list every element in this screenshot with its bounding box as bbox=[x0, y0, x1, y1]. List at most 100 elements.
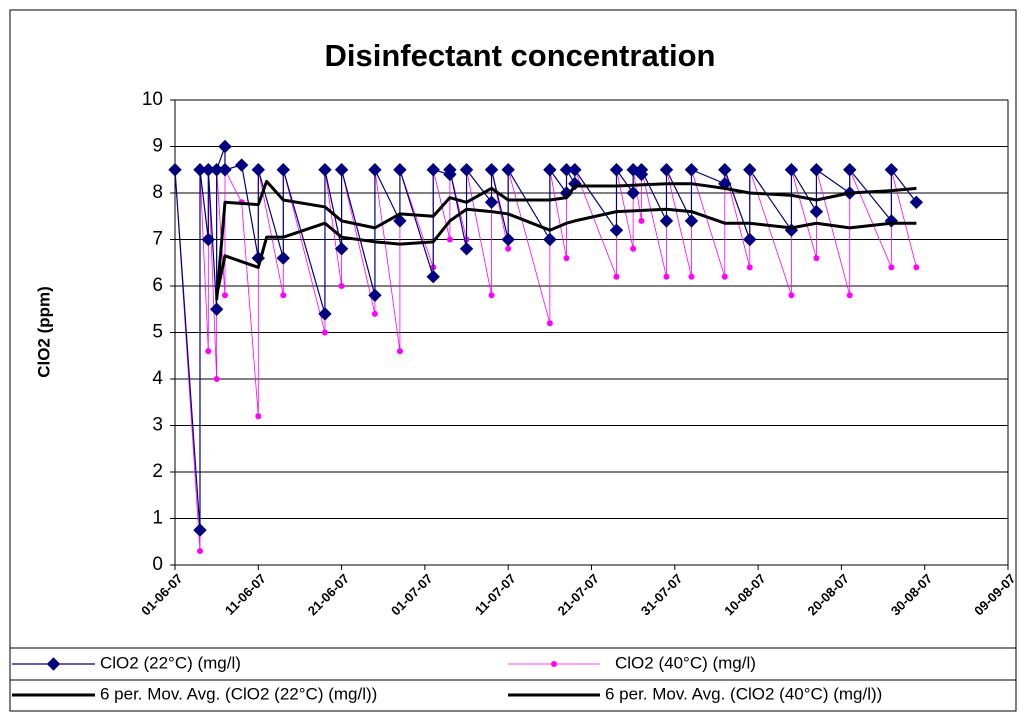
data-point bbox=[338, 283, 345, 289]
data-point bbox=[488, 292, 495, 299]
data-point bbox=[543, 163, 557, 177]
data-point bbox=[276, 251, 290, 265]
data-point bbox=[630, 245, 637, 252]
data-point bbox=[371, 310, 378, 317]
x-tick-label: 11-06-07 bbox=[222, 571, 269, 618]
data-point bbox=[255, 413, 262, 420]
data-point bbox=[784, 163, 799, 177]
y-tick-label: 8 bbox=[152, 182, 163, 203]
data-point bbox=[193, 523, 207, 537]
x-tick-label: 20-08-07 bbox=[805, 571, 852, 618]
y-tick-label: 0 bbox=[152, 554, 163, 575]
y-axis-label: ClO2 (ppm) bbox=[34, 286, 53, 378]
data-point bbox=[663, 273, 670, 280]
data-point bbox=[168, 163, 182, 177]
series-line bbox=[174, 145, 917, 531]
y-tick-label: 6 bbox=[152, 275, 163, 296]
data-point bbox=[484, 195, 499, 210]
x-tick-label: 21-07-07 bbox=[555, 571, 602, 618]
y-tick-label: 3 bbox=[152, 415, 163, 436]
data-point bbox=[276, 163, 290, 177]
data-point bbox=[684, 214, 699, 228]
data-point bbox=[318, 307, 332, 321]
x-tick-label: 30-08-07 bbox=[888, 571, 935, 618]
data-point bbox=[909, 195, 924, 210]
data-point bbox=[251, 163, 266, 177]
data-point bbox=[196, 548, 203, 555]
data-point bbox=[634, 163, 649, 177]
data-point bbox=[221, 292, 228, 299]
chart-border bbox=[9, 9, 1017, 712]
y-tick-label: 5 bbox=[152, 322, 163, 343]
data-point bbox=[218, 139, 232, 154]
data-point bbox=[201, 232, 216, 247]
data-point bbox=[234, 158, 249, 172]
data-point bbox=[501, 232, 515, 247]
data-point bbox=[746, 264, 753, 271]
data-point bbox=[443, 163, 457, 177]
data-point bbox=[426, 163, 440, 177]
data-point bbox=[501, 163, 515, 177]
data-point bbox=[426, 269, 440, 284]
legend-label: 6 per. Mov. Avg. (ClO2 (22°C) (mg/l)) bbox=[100, 684, 377, 703]
data-point bbox=[843, 163, 857, 177]
data-point bbox=[809, 204, 824, 219]
data-point bbox=[888, 264, 895, 271]
data-point bbox=[688, 273, 695, 280]
data-point bbox=[638, 217, 645, 224]
data-point bbox=[368, 163, 382, 177]
x-tick-label: 21-06-07 bbox=[305, 571, 352, 618]
data-point bbox=[205, 348, 212, 355]
data-point bbox=[393, 214, 407, 228]
x-tick-label: 01-07-07 bbox=[388, 571, 435, 618]
data-point bbox=[334, 242, 349, 256]
data-point bbox=[484, 163, 499, 177]
data-point bbox=[788, 292, 795, 299]
data-point bbox=[368, 288, 382, 303]
data-point bbox=[743, 163, 757, 177]
data-point bbox=[543, 232, 557, 247]
data-point bbox=[505, 245, 512, 252]
x-tick-label: 11-07-07 bbox=[472, 571, 519, 618]
y-tick-label: 10 bbox=[142, 89, 163, 110]
data-point bbox=[459, 242, 474, 256]
data-point bbox=[393, 163, 407, 177]
data-point bbox=[626, 186, 640, 200]
data-point bbox=[684, 163, 699, 177]
data-point bbox=[318, 163, 332, 177]
legend-label: ClO2 (22°C) (mg/l) bbox=[100, 653, 241, 672]
data-point bbox=[613, 273, 620, 280]
data-point bbox=[718, 163, 732, 177]
data-point bbox=[218, 163, 232, 177]
data-point bbox=[280, 292, 287, 299]
legend-marker bbox=[551, 661, 557, 667]
data-point bbox=[334, 163, 349, 177]
data-point bbox=[659, 214, 674, 228]
x-tick-label: 01-06-07 bbox=[138, 571, 185, 618]
data-point bbox=[609, 163, 624, 177]
series-line bbox=[215, 207, 917, 296]
data-point bbox=[813, 255, 820, 262]
y-tick-label: 7 bbox=[152, 229, 163, 250]
data-point bbox=[884, 163, 899, 177]
data-point bbox=[609, 223, 624, 237]
y-tick-label: 1 bbox=[152, 508, 163, 529]
x-tick-label: 09-09-07 bbox=[971, 571, 1018, 618]
data-point bbox=[563, 255, 570, 262]
data-point bbox=[721, 273, 728, 280]
data-point bbox=[743, 232, 757, 247]
data-point bbox=[209, 302, 224, 316]
data-point bbox=[546, 320, 553, 327]
legend-label: ClO2 (40°C) (mg/l) bbox=[615, 653, 756, 672]
y-tick-label: 2 bbox=[152, 461, 163, 482]
data-point bbox=[846, 292, 853, 299]
data-point bbox=[213, 376, 220, 382]
data-point bbox=[568, 163, 582, 177]
data-point bbox=[396, 348, 403, 355]
data-point bbox=[459, 163, 474, 177]
chart-title: Disinfectant concentration bbox=[325, 38, 716, 73]
data-point bbox=[321, 329, 328, 336]
data-point bbox=[446, 236, 453, 243]
x-tick-label: 10-08-07 bbox=[721, 571, 768, 618]
